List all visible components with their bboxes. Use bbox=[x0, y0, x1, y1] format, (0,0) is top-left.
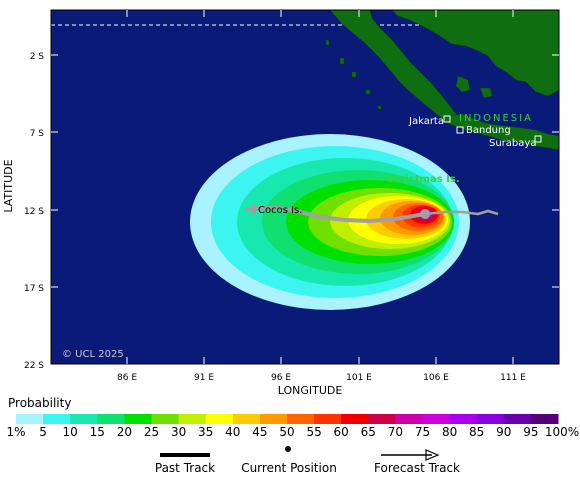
probability-swath bbox=[190, 134, 470, 310]
christmas-island-label: Christmas Is. bbox=[386, 174, 460, 185]
legend-label: 65 bbox=[361, 425, 376, 439]
legend-label: 10 bbox=[63, 425, 78, 439]
cocos-island-label: Cocos Is. bbox=[258, 205, 302, 216]
legend-label: 80 bbox=[442, 425, 457, 439]
lat-tick-label: 22 S bbox=[24, 361, 44, 371]
probability-legend: 1% 5 10 15 20 25 30 35 40 45 50 55 60 65 70 75 80 85 90 95 1… bbox=[6, 414, 579, 439]
surabaya-marker bbox=[534, 135, 542, 143]
legend-swatch bbox=[70, 414, 98, 424]
lat-tick-label: 7 S bbox=[30, 129, 45, 139]
bandung-marker bbox=[456, 126, 464, 134]
mentawai-island-1 bbox=[339, 57, 345, 65]
legend-label: 35 bbox=[198, 425, 213, 439]
map-frame bbox=[50, 9, 560, 365]
legend-label: 40 bbox=[225, 425, 240, 439]
legend-label: 5 bbox=[39, 425, 47, 439]
legend-label: 15 bbox=[90, 425, 105, 439]
legend-label: 20 bbox=[117, 425, 132, 439]
legend-label: 1% bbox=[6, 425, 25, 439]
current-position-symbol bbox=[285, 446, 291, 452]
legend-swatch bbox=[16, 414, 44, 424]
legend-swatch bbox=[476, 414, 505, 424]
legend-swatch bbox=[97, 414, 125, 424]
track-origin-arrow bbox=[246, 203, 256, 215]
java-island bbox=[449, 113, 559, 151]
small-island-north bbox=[325, 39, 330, 46]
storm-probability-map: Jakarta Bandung Surabaya INDONESIA Chris… bbox=[2, 9, 560, 397]
lon-tick-label: 86 E bbox=[117, 373, 137, 383]
legend-label: 30 bbox=[171, 425, 186, 439]
x-axis-title: LONGITUDE bbox=[278, 384, 343, 397]
longitude-axis: 86 E 91 E 96 E 101 E 106 E 111 E bbox=[117, 10, 526, 383]
country-label-indonesia: INDONESIA bbox=[459, 113, 533, 124]
legend-label: 25 bbox=[144, 425, 159, 439]
legend-swatch bbox=[503, 414, 532, 424]
forecast-track-label: Forecast Track bbox=[374, 461, 460, 475]
legend-label: 60 bbox=[334, 425, 349, 439]
legend-label: 75 bbox=[415, 425, 430, 439]
legend-label: 55 bbox=[306, 425, 321, 439]
bandung-label: Bandung bbox=[466, 125, 511, 136]
bangka-island bbox=[455, 75, 471, 93]
legend-swatch bbox=[287, 414, 315, 424]
lat-tick-label: 12 S bbox=[24, 207, 44, 217]
legend-swatch bbox=[43, 414, 71, 424]
jakarta-marker bbox=[443, 115, 451, 123]
lon-tick-label: 96 E bbox=[271, 373, 291, 383]
y-axis-title: LATITUDE bbox=[2, 159, 15, 212]
past-track-line bbox=[245, 206, 427, 223]
land-masses bbox=[325, 10, 559, 151]
latitude-axis: 2 S 7 S 12 S 17 S 22 S bbox=[24, 52, 559, 371]
copyright-text: © UCL 2025 bbox=[62, 349, 124, 360]
legend-title: Probability bbox=[8, 396, 72, 410]
legend-swatch bbox=[259, 414, 288, 424]
legend-label: 95 bbox=[523, 425, 538, 439]
legend-swatch bbox=[530, 414, 559, 424]
legend-swatch bbox=[205, 414, 234, 424]
forecast-track-arrowhead bbox=[425, 449, 440, 461]
lat-tick-label: 17 S bbox=[24, 284, 44, 294]
legend-swatch bbox=[368, 414, 396, 424]
track-key: Past Track Current Position Forecast Tra… bbox=[155, 446, 460, 475]
legend-swatch bbox=[178, 414, 207, 424]
belitung-island bbox=[479, 87, 493, 99]
legend-label: 100% bbox=[545, 425, 579, 439]
legend-label: 85 bbox=[469, 425, 484, 439]
legend-swatch bbox=[341, 414, 369, 424]
northeast-landmass bbox=[391, 10, 559, 97]
enggano-island bbox=[377, 105, 382, 110]
current-position-label: Current Position bbox=[241, 461, 337, 475]
surabaya-label: Surabaya bbox=[489, 138, 536, 149]
legend-swatch bbox=[124, 414, 152, 424]
lon-tick-label: 111 E bbox=[500, 373, 526, 383]
legend-label: 90 bbox=[496, 425, 511, 439]
legend-swatch bbox=[449, 414, 478, 424]
legend-swatches bbox=[16, 414, 559, 424]
lon-tick-label: 101 E bbox=[346, 373, 372, 383]
lon-tick-label: 91 E bbox=[194, 373, 214, 383]
mentawai-island-2 bbox=[351, 71, 357, 78]
legend-swatch bbox=[151, 414, 180, 424]
legend-swatch bbox=[232, 414, 261, 424]
legend-label: 50 bbox=[279, 425, 294, 439]
current-position-marker bbox=[420, 209, 430, 219]
jakarta-label: Jakarta bbox=[408, 116, 444, 127]
legend-labels: 1% 5 10 15 20 25 30 35 40 45 50 55 60 65 70 75 80 85 90 95 1… bbox=[6, 425, 579, 439]
forecast-track-line bbox=[424, 209, 499, 216]
lat-tick-label: 2 S bbox=[30, 52, 45, 62]
lon-tick-label: 106 E bbox=[423, 373, 449, 383]
past-track-label: Past Track bbox=[155, 461, 215, 475]
mentawai-island-3 bbox=[365, 89, 371, 95]
legend-label: 70 bbox=[388, 425, 403, 439]
legend-swatch bbox=[422, 414, 451, 424]
legend-label: 45 bbox=[252, 425, 267, 439]
legend-swatch bbox=[395, 414, 423, 424]
legend-swatch bbox=[314, 414, 342, 424]
